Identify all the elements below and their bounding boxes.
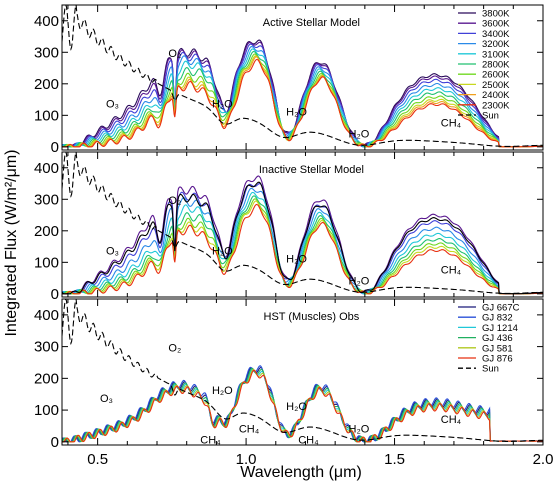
- legend-entry: Sun: [482, 111, 499, 122]
- band-annotation: H₂O: [212, 98, 233, 110]
- y-tick-label: 300: [34, 44, 59, 61]
- series-line-1-4: [62, 46, 543, 148]
- series-line-3-6: [62, 369, 543, 443]
- panel-title: Inactive Stellar Model: [259, 164, 364, 176]
- series-line-2-5: [62, 195, 543, 295]
- legend-entry: GJ 1214: [482, 323, 518, 334]
- panel-3: 0 100 200 300 400 HST (Muscles) Obs O₃ O₂ H₂O CH₄…: [34, 298, 554, 468]
- band-annotation: CH₄: [441, 414, 462, 426]
- y-tick-label: 100: [34, 402, 59, 419]
- band-annotation: CH₄: [441, 117, 462, 129]
- series-line-2-6: [62, 198, 543, 295]
- series-line-2-4: [62, 191, 543, 295]
- y-tick-label: 0: [51, 434, 59, 451]
- legend-entry: 3600K: [482, 19, 510, 30]
- series-line-1-10: [62, 58, 543, 148]
- legend-entry: GJ 667C: [482, 303, 520, 314]
- y-tick-label: 300: [34, 339, 59, 356]
- legend-entry: Sun: [482, 364, 499, 375]
- series-line-2-9: [62, 181, 543, 295]
- band-annotation: H₂O: [349, 423, 370, 435]
- series-line-2-10: [62, 152, 543, 294]
- x-axis-label: Wavelength (μm): [240, 464, 362, 481]
- plot-frame: [61, 298, 544, 446]
- y-tick-label: 400: [34, 13, 59, 30]
- band-annotation: CH₄: [200, 434, 221, 446]
- panel-title: HST (Muscles) Obs: [264, 311, 360, 323]
- y-tick-label: 400: [34, 307, 59, 324]
- panel-title: Active Stellar Model: [263, 17, 360, 29]
- band-annotation: O₂: [168, 342, 181, 354]
- x-tick-label: 1.0: [236, 451, 257, 468]
- legend-entry: 3400K: [482, 29, 510, 40]
- plot-frame: [61, 4, 544, 151]
- band-annotation: CH₄: [298, 434, 319, 446]
- y-tick-label: 0: [51, 139, 59, 156]
- panel-1: 0 100 200 300 400 Active Stellar Model O₃ O₂ H₂O…: [34, 4, 544, 156]
- y-tick-label: 100: [34, 254, 59, 271]
- plot-frame: [61, 151, 544, 298]
- legend-entry: 2800K: [482, 60, 510, 71]
- y-tick-label: 200: [34, 370, 59, 387]
- band-annotation: H₂O: [349, 128, 370, 140]
- x-tick-label: 2.0: [533, 451, 554, 468]
- y-axis-label: Integrated Flux (W/m²/μm): [3, 149, 20, 336]
- series-line-1-3: [62, 43, 543, 148]
- band-annotation: O₂: [168, 48, 181, 60]
- legend-entry: 2500K: [482, 80, 510, 91]
- series-line-1-6: [62, 50, 543, 148]
- panel-2: 0 100 200 300 400 Inactive Stellar Model O₃ O₂ H…: [34, 151, 544, 303]
- band-annotation: H₂O: [349, 275, 370, 287]
- series-line-2-1: [62, 175, 543, 295]
- legend-entry: 2600K: [482, 70, 510, 81]
- legend-entry: GJ 876: [482, 354, 513, 365]
- band-annotation: H₂O: [212, 245, 233, 257]
- legend-entry: 3100K: [482, 49, 510, 60]
- band-annotation: H₂O: [286, 253, 307, 265]
- series-line-3-7: [62, 299, 543, 442]
- band-annotation: CH₄: [239, 423, 260, 435]
- y-tick-label: 200: [34, 223, 59, 240]
- legend-entry: GJ 436: [482, 333, 513, 344]
- band-annotation: CH₄: [441, 264, 462, 276]
- y-tick-label: 200: [34, 76, 59, 93]
- y-tick-label: 100: [34, 107, 59, 124]
- band-annotation: H₂O: [286, 401, 307, 413]
- legend-entry: 3200K: [482, 39, 510, 50]
- band-annotation: O₃: [106, 245, 119, 257]
- band-annotation: O₃: [100, 393, 113, 405]
- band-annotation: H₂O: [212, 385, 233, 397]
- legend-entry: 2400K: [482, 90, 510, 101]
- band-annotation: O₃: [106, 98, 119, 110]
- band-annotation: O₂: [168, 195, 181, 207]
- y-tick-label: 400: [34, 160, 59, 177]
- series-line-1-11: [62, 5, 543, 147]
- legend-entry: GJ 832: [482, 313, 513, 324]
- y-tick-label: 0: [51, 286, 59, 303]
- series-line-2-8: [62, 203, 543, 295]
- legend-entry: GJ 581: [482, 343, 513, 354]
- series-line-1-7: [62, 53, 543, 148]
- y-tick-label: 300: [34, 191, 59, 208]
- x-tick-label: 0.5: [87, 451, 108, 468]
- x-tick-label: 1.5: [384, 451, 405, 468]
- series-line-1-5: [62, 48, 543, 148]
- band-annotation: H₂O: [286, 106, 307, 118]
- series-line-2-3: [62, 187, 543, 295]
- legend: 3800K3600K3400K3200K3100K2800K2600K2500K…: [458, 9, 510, 122]
- legend-entry: 2300K: [482, 100, 510, 111]
- legend-entry: 3800K: [482, 9, 510, 20]
